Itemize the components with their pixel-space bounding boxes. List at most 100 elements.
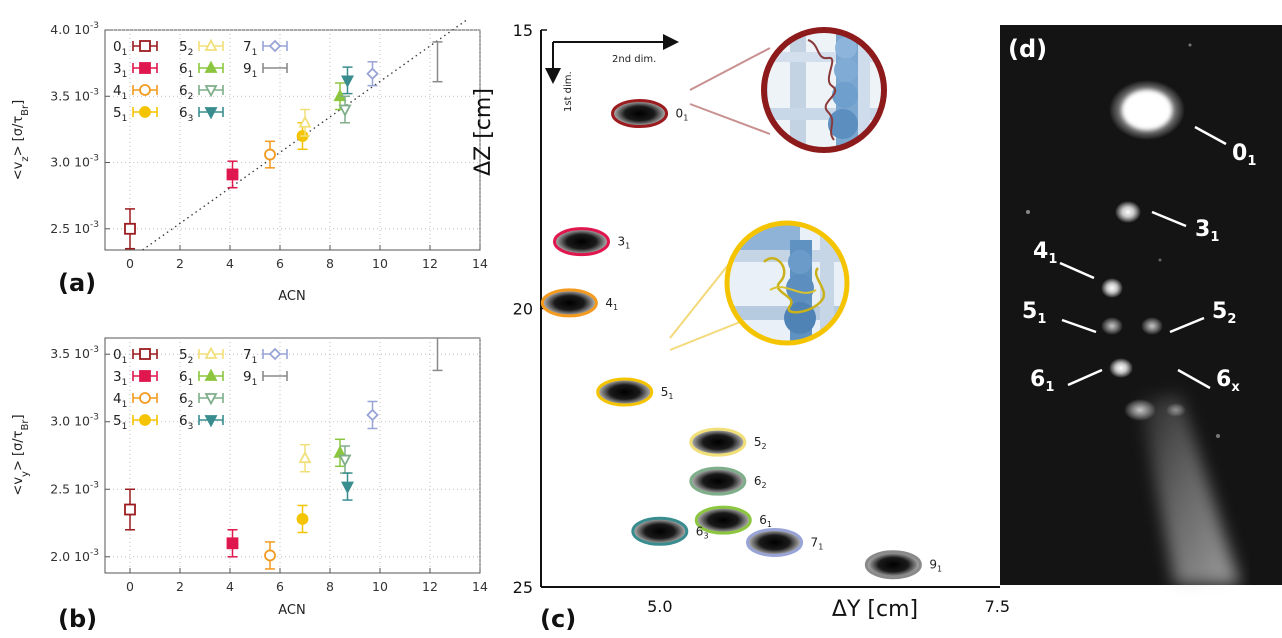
point-5_1	[296, 504, 309, 534]
band-spot-6_1	[694, 505, 752, 535]
legend-marker-6_1	[204, 60, 218, 73]
legend-label: 62	[179, 83, 193, 102]
c-ytick-label: 20	[513, 300, 533, 319]
band-spot-5_2	[689, 427, 747, 457]
marker-3_1	[226, 537, 239, 550]
xtick-label: 14	[472, 256, 488, 271]
legend-marker-7_1	[268, 39, 282, 53]
point-6_3	[341, 66, 354, 95]
legend-label: 52	[179, 39, 193, 58]
xtick-label: 0	[126, 579, 134, 594]
gel-pointer-0	[1194, 125, 1227, 146]
ytick-label: 4.0 10-3	[50, 21, 99, 37]
xtick-label: 10	[372, 579, 388, 594]
legend-label: 61	[179, 369, 193, 388]
marker-6_2	[338, 454, 352, 467]
c-xtick-label: 7.5	[985, 597, 1010, 616]
gel-label-6x: 6x	[1216, 367, 1240, 395]
gel-speck-4	[1158, 258, 1162, 262]
legend-label: 41	[113, 83, 127, 102]
band-label-3_1: 31	[618, 235, 631, 251]
band-spot-6_3	[631, 516, 689, 546]
legend-marker-6_1	[204, 368, 218, 381]
legend-entry-4_1: 41	[113, 83, 158, 102]
band-spot-9_1	[864, 550, 922, 580]
point-3_1	[226, 529, 239, 558]
band-spot-3_1	[553, 227, 610, 257]
panel-b-legend: 01 31 41 51 52 61 62 63 71 91	[113, 346, 288, 432]
panel-a-chart: 0 2 4 6 8 10 12 14 2.5 10-3 3.0 10-3 3.5 10-3 4.0 1…	[11, 18, 488, 304]
legend-marker-0_1	[139, 40, 151, 52]
panel-b-label: (b)	[58, 605, 97, 633]
point-0_1	[124, 208, 136, 250]
gel-speck-3	[1188, 43, 1192, 47]
legend-marker-3_1	[139, 62, 151, 74]
legend-marker-6_2	[204, 85, 218, 98]
gel-spot-0-core	[1122, 90, 1172, 130]
panel-c-label: (c)	[540, 605, 576, 633]
xtick-label: 8	[326, 579, 334, 594]
point-3_1	[226, 160, 239, 189]
c-ytick-label: 15	[513, 21, 533, 40]
band-6_3: 63	[631, 516, 709, 546]
zoom-inset-unknot	[761, 27, 887, 153]
point-0_1	[124, 488, 136, 531]
panel-a-frame	[104, 29, 481, 251]
gel-streak	[1140, 395, 1240, 585]
legend-marker-3_1	[139, 370, 151, 382]
point-7_1	[366, 400, 379, 430]
xtick-label: 12	[422, 579, 438, 594]
legend-entry-3_1: 31	[113, 61, 158, 80]
legend-label: 91	[243, 61, 257, 80]
gel-pointer-6a	[1067, 368, 1103, 387]
band-6_1: 61	[694, 505, 772, 535]
panel-d-gel-photo: (d) 01 31 41 51 52 61 6x	[1000, 25, 1282, 585]
point-5_2	[298, 443, 312, 473]
gel-label-5a: 51	[1022, 299, 1046, 327]
band-spot-5_1	[596, 377, 654, 407]
legend-marker-6_3	[204, 415, 218, 428]
legend-label: 51	[113, 413, 127, 432]
gel-pointer-3	[1151, 210, 1187, 228]
band-label-6_1: 61	[759, 513, 772, 529]
panel-b-ticks: 0 2 4 6 8 10 12 14 2.0 10-3 2.5 10-3 3.0 10-3 3.5 1…	[50, 345, 488, 594]
gel-spot-6a	[1109, 358, 1133, 378]
legend-entry-0_1: 01	[113, 39, 158, 58]
gel-label-5b: 52	[1212, 299, 1236, 327]
panel-b-xlabel: ACN	[278, 603, 305, 618]
zoom-connector-top	[689, 47, 771, 91]
marker-5_2	[298, 115, 312, 128]
band-3_1: 31	[553, 227, 631, 257]
band-label-4_1: 41	[605, 296, 618, 312]
point-7_1	[366, 61, 379, 87]
legend-entry-9_1: 91	[243, 369, 288, 388]
band-label-5_2: 52	[754, 435, 767, 451]
legend-label: 01	[113, 39, 127, 58]
legend-marker-5_1	[139, 106, 151, 118]
gel-speck-1	[1026, 210, 1030, 214]
panel-a-ylabel: <vz> [σ/τBr]	[11, 100, 31, 180]
legend-marker-6_2	[204, 393, 218, 406]
xtick-label: 14	[472, 579, 488, 594]
xtick-label: 6	[276, 579, 284, 594]
panel-a-xlabel: ACN	[278, 289, 305, 304]
legend-entry-5_2: 52	[179, 38, 224, 58]
xtick-label: 8	[326, 256, 334, 271]
legend-entry-5_1: 51	[113, 105, 158, 124]
gel-pointer-6x	[1177, 368, 1211, 390]
legend-label: 71	[243, 347, 257, 366]
band-5_2: 52	[689, 427, 767, 457]
legend-label: 31	[113, 369, 127, 388]
legend-marker-5_2	[204, 38, 218, 51]
legend-label: 01	[113, 347, 127, 366]
marker-0_1	[124, 222, 136, 235]
gel-speck-2	[1216, 434, 1220, 438]
panel-a-grid	[105, 29, 481, 250]
gel-spot-3	[1115, 201, 1141, 223]
gel-spot-6b	[1124, 399, 1156, 421]
ytick-label: 3.5 10-3	[50, 87, 99, 103]
legend-marker-4_1	[139, 84, 151, 96]
point-9_1	[432, 41, 443, 83]
xtick-label: 12	[422, 256, 438, 271]
panel-b-grid	[105, 338, 481, 573]
